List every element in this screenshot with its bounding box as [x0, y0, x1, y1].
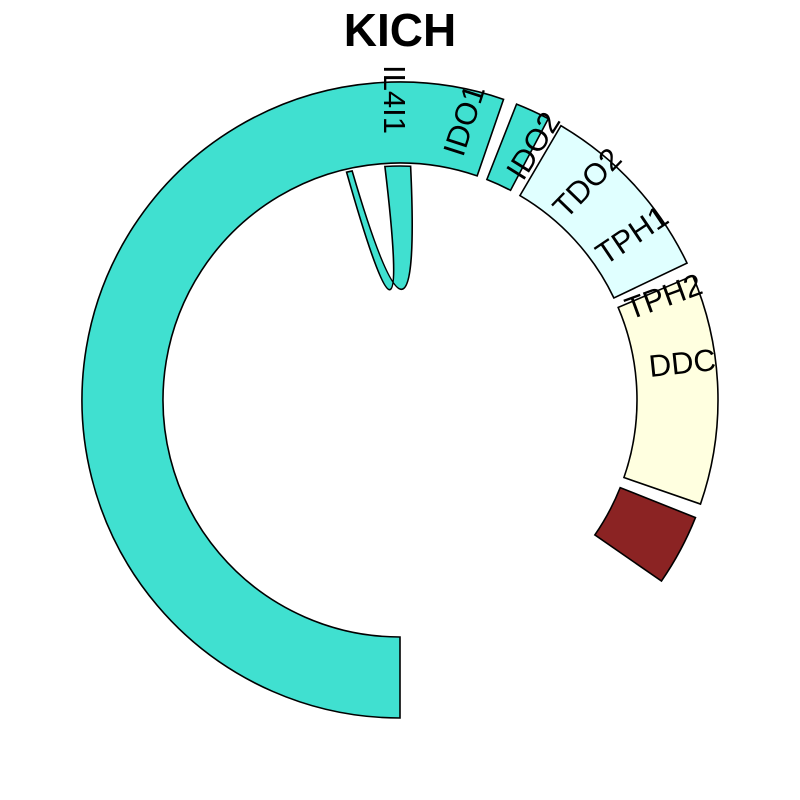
sector-label-ddc: DDC: [647, 342, 717, 384]
sector-tph2: [485, 103, 550, 192]
sector-label-il4i1: IL4I1: [377, 65, 412, 134]
sector-tph1: [518, 124, 689, 300]
sector-tdo2: [617, 274, 719, 506]
link-il4i1-ddc: [345, 165, 413, 291]
sectors-layer: [81, 81, 719, 719]
sector-ido2: [593, 486, 697, 583]
sector-ddc: [81, 81, 505, 719]
chart-title: KICH: [344, 4, 456, 56]
links-layer: [345, 165, 413, 291]
